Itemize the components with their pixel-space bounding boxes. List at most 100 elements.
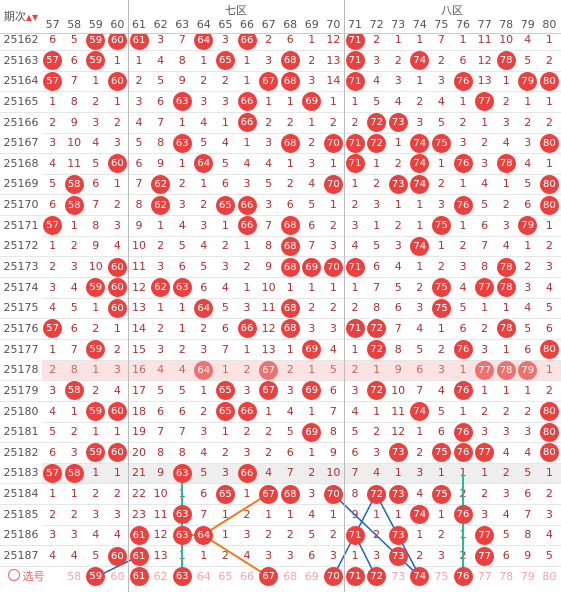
selected-ball[interactable]: 76	[453, 567, 473, 587]
miss-count: 1	[373, 218, 381, 232]
column-number: 69	[304, 18, 319, 31]
selectable-number[interactable]: 65	[218, 569, 233, 583]
hit-ball: 70	[323, 174, 343, 194]
sort-icon[interactable]: ▲▼	[25, 13, 39, 22]
selectable-number[interactable]: 68	[283, 569, 298, 583]
selectable-number[interactable]: 64	[196, 569, 211, 583]
miss-count: 9	[135, 218, 143, 232]
miss-count: 22	[132, 487, 146, 501]
selectable-number[interactable]: 80	[542, 569, 557, 583]
miss-count: 4	[113, 239, 121, 253]
hit-ball: 68	[280, 216, 300, 236]
selectable-number[interactable]: 60	[110, 569, 125, 583]
period: 25171	[0, 215, 42, 236]
selectable-number[interactable]: 69	[304, 569, 319, 583]
column-number: 62	[153, 18, 168, 31]
selected-ball[interactable]: 70	[323, 567, 343, 587]
selectable-number[interactable]: 62	[153, 569, 168, 583]
miss-count: 15	[132, 342, 146, 356]
row-line	[0, 91, 561, 93]
hit-ball: 60	[107, 257, 127, 277]
hit-ball: 68	[280, 236, 300, 256]
period: 25162	[0, 30, 42, 50]
group-label: 八区	[441, 4, 463, 17]
period: 25177	[0, 339, 42, 360]
hit-ball: 77	[475, 360, 495, 380]
miss-count: 6	[351, 445, 359, 459]
miss-count: 4	[329, 342, 337, 356]
miss-count: 3	[113, 363, 121, 377]
miss-count: 4	[200, 115, 208, 129]
hit-ball: 76	[453, 195, 473, 215]
miss-count: 6	[178, 404, 186, 418]
hit-ball: 67	[259, 360, 279, 380]
selectable-number[interactable]: 75	[434, 569, 449, 583]
miss-count: 1	[329, 156, 337, 170]
miss-count: 10	[391, 383, 406, 397]
miss-count: 6	[524, 198, 532, 212]
selectable-number[interactable]: 58	[67, 569, 82, 583]
miss-count: 1	[416, 218, 424, 232]
hit-ball: 57	[43, 71, 63, 91]
selectable-number[interactable]: 77	[477, 569, 492, 583]
miss-count: 6	[221, 321, 229, 335]
miss-count: 14	[132, 321, 146, 335]
hit-ball: 66	[237, 319, 257, 339]
miss-count: 6	[416, 363, 424, 377]
miss-count: 3	[49, 136, 57, 150]
miss-count: 8	[70, 363, 78, 377]
miss-count: 8	[157, 136, 165, 150]
miss-count: 6	[178, 260, 186, 274]
miss-count: 3	[157, 342, 165, 356]
miss-count: 2	[92, 383, 100, 397]
miss-count: 2	[178, 342, 186, 356]
miss-count: 1	[502, 74, 510, 88]
miss-count: 1	[92, 301, 100, 315]
period-header[interactable]: 期次▲▼	[0, 8, 42, 24]
miss-count: 3	[200, 425, 208, 439]
miss-count: 2	[308, 53, 316, 67]
miss-count: 1	[502, 342, 510, 356]
selectable-number[interactable]: 78	[499, 569, 514, 583]
miss-count: 3	[502, 218, 510, 232]
hit-ball: 76	[453, 381, 473, 401]
miss-count: 8	[157, 445, 165, 459]
miss-count: 3	[373, 53, 381, 67]
miss-count: 1	[113, 466, 121, 480]
miss-count: 4	[545, 528, 553, 542]
miss-count: 1	[394, 198, 402, 212]
column-number: 66	[240, 18, 254, 31]
miss-count: 1	[524, 239, 532, 253]
miss-count: 1	[459, 363, 467, 377]
selected-ball[interactable]: 61	[129, 567, 149, 587]
miss-count: 3	[178, 198, 186, 212]
column-number: 63	[175, 18, 190, 31]
miss-count: 4	[502, 445, 510, 459]
column-number: 59	[88, 18, 103, 31]
miss-count: 1	[459, 94, 467, 108]
select-icon[interactable]	[7, 568, 20, 581]
miss-count: 4	[243, 549, 251, 562]
selectable-number[interactable]: 66	[240, 569, 254, 583]
period: 25169	[0, 174, 42, 195]
selected-ball[interactable]: 71	[345, 567, 365, 587]
miss-count: 1	[351, 94, 359, 108]
selectable-number[interactable]: 79	[520, 569, 535, 583]
miss-count: 1	[92, 74, 100, 88]
hit-ball: 63	[172, 278, 192, 298]
miss-count: 5	[481, 198, 489, 212]
miss-count: 1	[459, 466, 467, 480]
miss-count: 2	[373, 33, 381, 46]
miss-count: 6	[286, 33, 294, 46]
hit-ball: 58	[64, 195, 84, 215]
miss-count: 23	[132, 507, 146, 521]
miss-count: 1	[49, 487, 57, 501]
miss-count: 2	[113, 198, 121, 212]
miss-count: 2	[49, 115, 57, 129]
selectable-number[interactable]: 73	[391, 569, 406, 583]
miss-count: 1	[113, 321, 121, 335]
hit-ball: 64	[194, 298, 214, 318]
hit-ball: 58	[64, 381, 84, 401]
selected-ball[interactable]: 63	[172, 567, 192, 587]
miss-count: 4	[135, 115, 143, 129]
